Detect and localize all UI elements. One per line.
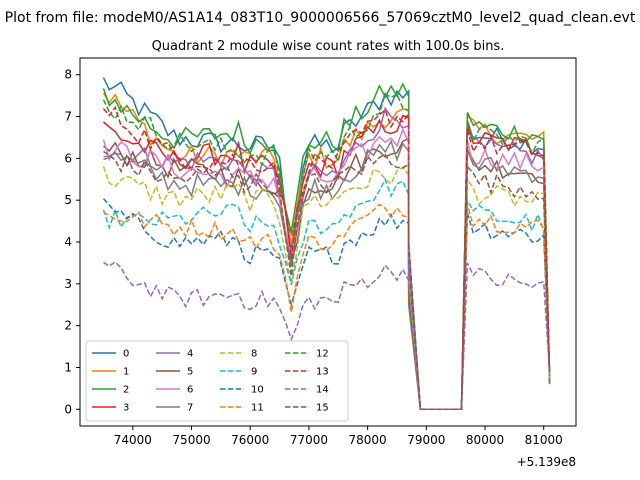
- y-tick-label: 1: [64, 360, 72, 374]
- legend-label-8: 8: [251, 349, 257, 360]
- legend-label-3: 3: [123, 403, 129, 414]
- legend-label-6: 6: [187, 385, 193, 396]
- legend-label-15: 15: [316, 403, 329, 414]
- series-line-8: [102, 166, 551, 411]
- legend-label-9: 9: [251, 367, 257, 378]
- y-tick-label: 4: [64, 235, 72, 249]
- series-line-13: [102, 105, 551, 411]
- series-line-3: [103, 114, 551, 411]
- series-line-7: [103, 139, 551, 411]
- series-line-14: [103, 246, 551, 411]
- x-tick-label: 77000: [290, 433, 328, 447]
- y-tick-label: 2: [64, 319, 72, 333]
- y-tick-label: 3: [64, 277, 72, 291]
- legend-label-13: 13: [316, 367, 329, 378]
- y-axis-ticks: 0 1 2 3 4 5 6 7 8: [64, 68, 80, 416]
- series-line-4: [103, 106, 551, 411]
- series-line-12: [102, 92, 551, 411]
- y-tick-label: 8: [64, 68, 72, 82]
- x-axis-ticks: 74000 75000 76000 77000 78000 79000 80000 81000: [114, 426, 563, 447]
- y-tick-label: 7: [64, 110, 72, 124]
- legend-label-14: 14: [316, 385, 329, 396]
- y-tick-label: 0: [64, 402, 72, 416]
- legend-label-0: 0: [123, 349, 129, 360]
- x-tick-label: 75000: [172, 433, 210, 447]
- x-tick-label: 78000: [349, 433, 387, 447]
- legend-label-4: 4: [187, 349, 193, 360]
- legend-label-7: 7: [187, 403, 193, 414]
- y-tick-label: 6: [64, 151, 72, 165]
- x-tick-label: 80000: [466, 433, 504, 447]
- series-line-2: [102, 82, 551, 411]
- figure-suptitle: Plot from file: modeM0/AS1A14_083T10_900…: [5, 10, 636, 26]
- x-tick-label: 79000: [407, 433, 445, 447]
- chart-title: Quadrant 2 module wise count rates with …: [152, 39, 505, 54]
- legend-label-10: 10: [251, 385, 264, 396]
- legend-label-2: 2: [123, 385, 129, 396]
- x-tick-label: 76000: [231, 433, 269, 447]
- plot-lines: [102, 77, 551, 411]
- x-tick-label: 81000: [525, 433, 563, 447]
- legend-label-5: 5: [187, 367, 193, 378]
- x-axis-offset-label: +5.139e8: [517, 455, 576, 469]
- series-line-11: [103, 203, 551, 411]
- legend-label-11: 11: [251, 403, 264, 414]
- axes: 74000 75000 76000 77000 78000 79000 80000 81000…: [64, 57, 577, 469]
- x-tick-label: 74000: [114, 433, 152, 447]
- legend-box: [85, 340, 349, 422]
- series-line-9: [102, 177, 551, 411]
- series-line-10: [102, 198, 551, 411]
- legend-label-1: 1: [123, 367, 129, 378]
- series-line-1: [102, 92, 551, 411]
- legend-label-12: 12: [316, 349, 329, 360]
- y-tick-label: 5: [64, 193, 72, 207]
